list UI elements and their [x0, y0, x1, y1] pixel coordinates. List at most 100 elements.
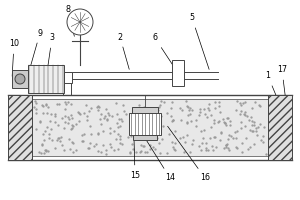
Point	[103, 107, 108, 111]
Point	[135, 108, 140, 111]
Point	[114, 113, 119, 116]
Point	[128, 128, 132, 131]
Point	[166, 132, 171, 135]
Point	[56, 137, 61, 140]
Point	[249, 123, 254, 126]
Point	[39, 104, 44, 107]
Point	[242, 112, 247, 115]
Point	[235, 147, 240, 150]
Point	[260, 140, 265, 144]
Point	[234, 145, 239, 148]
Point	[116, 126, 120, 129]
Point	[41, 133, 46, 136]
Point	[148, 144, 153, 147]
Point	[115, 132, 120, 135]
Point	[186, 114, 191, 117]
Point	[44, 102, 49, 106]
Point	[158, 114, 163, 118]
Point	[118, 137, 122, 140]
Point	[130, 142, 134, 145]
Point	[129, 127, 134, 130]
Point	[159, 100, 164, 103]
Point	[200, 136, 205, 140]
Point	[171, 118, 176, 122]
Point	[104, 119, 109, 122]
Point	[56, 102, 61, 105]
Point	[153, 147, 158, 151]
Point	[227, 134, 232, 137]
Point	[130, 125, 135, 128]
Point	[239, 141, 244, 145]
Text: 5: 5	[189, 14, 209, 69]
Point	[172, 148, 176, 151]
Point	[188, 106, 192, 109]
Point	[221, 146, 226, 149]
Point	[178, 136, 182, 140]
Point	[212, 118, 216, 121]
Point	[77, 113, 82, 116]
Point	[153, 125, 158, 128]
Point	[243, 100, 248, 103]
Point	[44, 150, 49, 153]
Point	[48, 120, 52, 123]
Point	[122, 109, 127, 112]
Point	[212, 122, 216, 125]
Bar	[172, 60, 184, 86]
Point	[225, 116, 230, 119]
Point	[34, 112, 38, 115]
Point	[212, 107, 217, 110]
Point	[88, 125, 92, 128]
Point	[184, 120, 189, 124]
Point	[134, 150, 139, 154]
Point	[172, 141, 177, 144]
Point	[256, 103, 261, 106]
Point	[66, 121, 70, 124]
Point	[70, 124, 75, 127]
Point	[161, 125, 166, 128]
Point	[152, 124, 157, 127]
Point	[201, 107, 206, 110]
Point	[116, 148, 120, 151]
Point	[57, 139, 62, 142]
Point	[151, 146, 155, 149]
Point	[74, 149, 79, 152]
Point	[212, 101, 217, 104]
Circle shape	[15, 74, 25, 84]
Point	[42, 152, 47, 155]
Point	[164, 152, 169, 155]
Point	[141, 145, 146, 148]
Point	[96, 149, 100, 152]
Point	[251, 120, 256, 123]
Point	[74, 123, 78, 126]
Point	[55, 138, 59, 141]
Point	[189, 108, 194, 111]
Point	[206, 108, 211, 111]
Point	[118, 124, 123, 128]
Point	[120, 142, 125, 145]
Point	[188, 151, 192, 154]
Point	[213, 136, 218, 139]
Point	[45, 111, 50, 115]
Point	[144, 133, 149, 136]
Point	[128, 151, 133, 155]
Point	[153, 123, 158, 126]
Point	[193, 125, 198, 128]
Point	[148, 148, 153, 151]
Point	[240, 101, 245, 104]
Point	[156, 130, 161, 133]
Point	[224, 123, 228, 127]
Point	[63, 100, 68, 103]
Point	[249, 116, 254, 119]
Point	[110, 115, 115, 118]
Point	[224, 143, 229, 146]
Point	[34, 107, 38, 111]
Point	[43, 129, 47, 133]
Text: 1: 1	[266, 72, 279, 102]
Point	[133, 127, 138, 130]
Point	[41, 111, 46, 114]
Point	[96, 132, 101, 135]
Point	[239, 126, 244, 129]
Point	[153, 119, 158, 123]
Point	[224, 143, 228, 146]
Point	[92, 145, 96, 148]
